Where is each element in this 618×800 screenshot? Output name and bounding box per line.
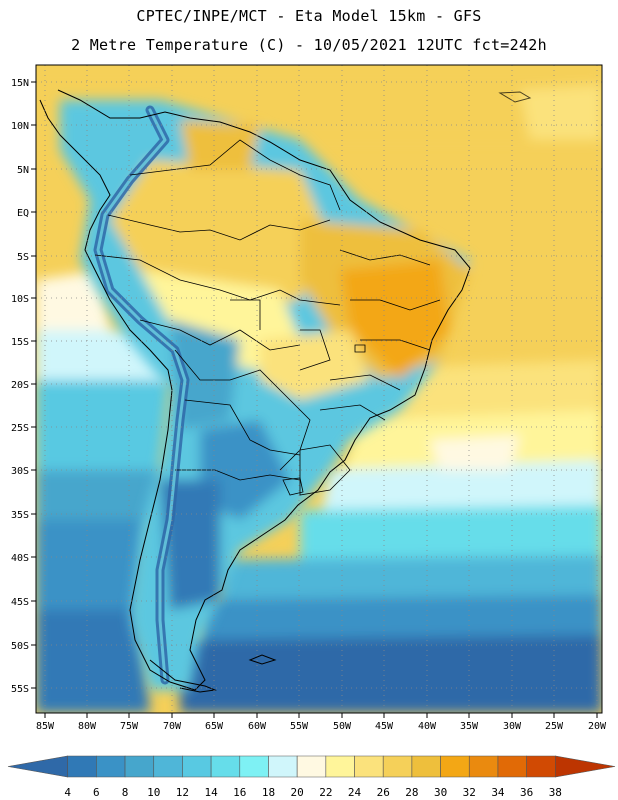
colorbar-tick-label: 20 [291,786,304,799]
colorbar-bin [7,755,68,778]
colorbar-tick-label: 10 [147,786,160,799]
colorbar-bin [268,755,298,778]
colorbar-bin [210,755,241,778]
colorbar-tick-label: 24 [348,786,362,799]
colorbar-bin [526,755,556,778]
colorbar-bin [382,755,413,778]
lat-label: 15S [11,337,29,348]
lon-label: 35W [460,721,479,732]
lon-label: 60W [248,721,267,732]
colorbar-tick-label: 8 [122,786,129,799]
map-frame [35,64,603,714]
colorbar-tick-label: 16 [233,786,246,799]
colorbar-bin [468,755,499,778]
lon-label: 30W [503,721,522,732]
colorbar-bin [153,755,183,778]
colorbar-bin [124,755,155,778]
colorbar-tick-label: 4 [64,786,71,799]
lat-label: 30S [11,466,29,477]
temperature-field [36,65,602,713]
lat-label: 10S [11,294,29,305]
lat-label: 35S [11,510,29,521]
lon-label: 25W [545,721,564,732]
lon-label: 80W [78,721,97,732]
colorbar-bin [440,755,470,778]
colorbar-tick-label: 30 [434,786,447,799]
colorbar: 4 6 8 10 12 14 16 18 20 22 24 26 28 30 32 34 36 38 [7,755,616,799]
lat-label: 40S [11,553,29,564]
lon-label: 40W [418,721,437,732]
lon-label: 75W [120,721,139,732]
colorbar-tick-label: 22 [319,786,332,799]
lat-label: 10N [11,121,29,132]
lat-label: 50S [11,641,29,652]
colorbar-tick-label: 12 [176,786,189,799]
colorbar-tick-label: 32 [463,786,476,799]
colorbar-tick-label: 18 [262,786,275,799]
lon-label: 20W [588,721,607,732]
colorbar-tick-label: 34 [491,786,505,799]
colorbar-bin [497,755,527,778]
title-line-1: CPTEC/INPE/MCT - Eta Model 15km - GFS [136,7,482,25]
lat-label: 45S [11,597,29,608]
colorbar-bin [67,755,97,778]
colorbar-tick-label: 26 [377,786,390,799]
colorbar-tick-label: 14 [204,786,218,799]
lat-label: EQ [17,208,29,219]
lat-label: 20S [11,380,29,391]
colorbar-bin [239,755,269,778]
lat-label: 55S [11,684,29,695]
colorbar-bin [96,755,126,778]
graticule [36,65,602,713]
lon-label: 85W [36,721,55,732]
lat-label: 25S [11,423,29,434]
colorbar-bin [354,755,384,778]
colorbar-bin [555,755,616,778]
lat-label: 5S [17,252,29,263]
lat-label: 15N [11,78,29,89]
colorbar-bin [411,755,441,778]
colorbar-bin [182,755,212,778]
longitude-labels: 85W 80W 75W 70W 65W 60W 55W 50W 45W 40W … [36,721,607,732]
colorbar-bin [296,755,327,778]
title-line-2: 2 Metre Temperature (C) - 10/05/2021 12U… [71,36,547,54]
colorbar-tick-label: 36 [520,786,533,799]
colorbar-tick-label: 6 [93,786,100,799]
latitude-labels: 15N 10N 5N EQ 5S 10S 15S 20S 25S 30S 35S… [11,78,29,695]
lat-label: 5N [17,165,29,176]
lon-label: 45W [375,721,394,732]
colorbar-bin [325,755,355,778]
coastlines [39,89,532,693]
colorbar-tick-label: 38 [549,786,562,799]
country-borders [94,139,441,496]
axis-ticks [31,81,598,718]
lon-label: 50W [333,721,352,732]
lon-label: 55W [290,721,309,732]
lon-label: 65W [205,721,224,732]
colorbar-tick-label: 28 [405,786,418,799]
lon-label: 70W [163,721,182,732]
